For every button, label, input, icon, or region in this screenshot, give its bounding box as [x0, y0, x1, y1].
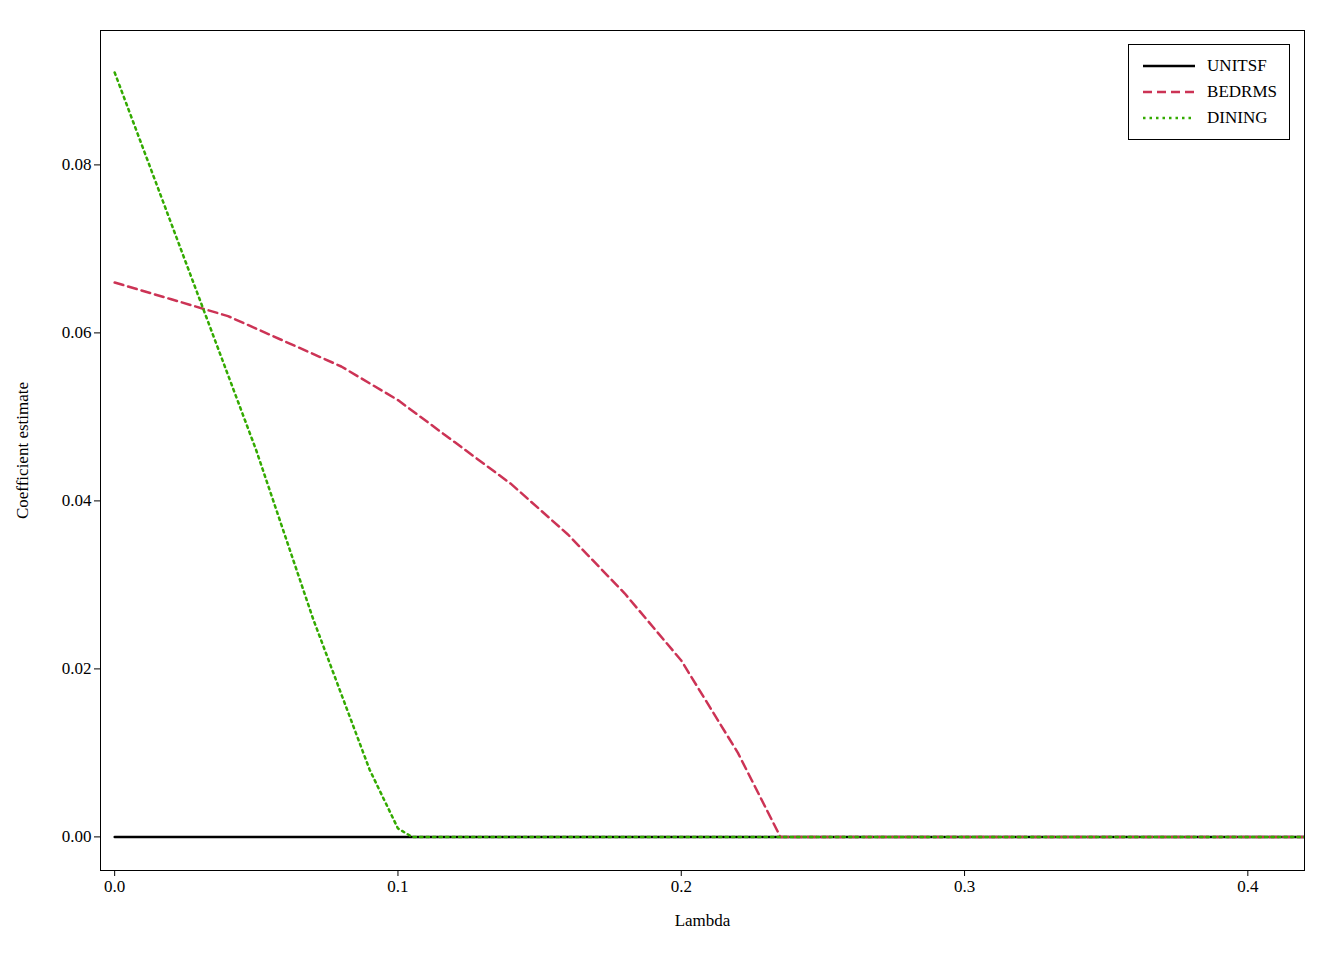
svg-text:0.2: 0.2: [671, 877, 692, 896]
svg-text:0.1: 0.1: [387, 877, 408, 896]
html-text:BEDRMS: BEDRMS: [1207, 82, 1277, 101]
html-text:DINING: DINING: [1207, 108, 1268, 127]
svg-text:0.3: 0.3: [954, 877, 975, 896]
svg-text:Lambda: Lambda: [675, 911, 731, 930]
svg-text:0.00: 0.00: [62, 827, 92, 846]
svg-text:0.06: 0.06: [62, 323, 92, 342]
svg-text:0.04: 0.04: [62, 491, 92, 510]
svg-text:0.02: 0.02: [62, 659, 92, 678]
html-text:UNITSF: UNITSF: [1207, 56, 1267, 75]
svg-text:Coefficient estimate: Coefficient estimate: [13, 382, 32, 519]
svg-text:0.0: 0.0: [104, 877, 125, 896]
svg-text:0.08: 0.08: [62, 155, 92, 174]
svg-text:0.4: 0.4: [1237, 877, 1259, 896]
